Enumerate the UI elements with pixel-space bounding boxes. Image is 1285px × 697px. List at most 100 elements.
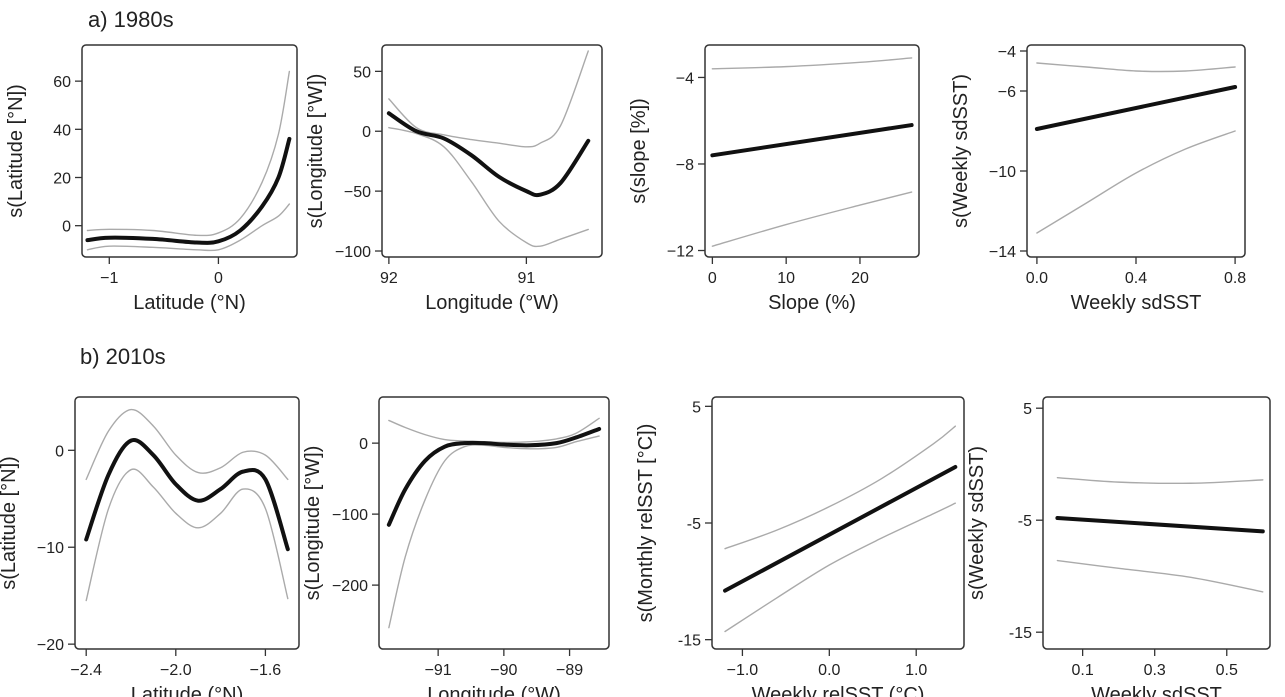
y-tick-label: 5 — [692, 399, 701, 416]
y-tick-label: 50 — [353, 64, 371, 81]
y-axis-label: s(Weekly sdSST) — [966, 446, 988, 600]
y-tick-label: −50 — [344, 184, 371, 201]
x-axis-label: Weekly sdSST — [1091, 684, 1222, 697]
x-tick-label: 0 — [214, 270, 223, 287]
panel-b2: −91 −90 −89 0 −100 −200 Longitude (°W) s(Longit… — [302, 396, 610, 697]
y-tick-label: −12 — [667, 244, 694, 261]
x-tick-label: 10 — [777, 270, 795, 287]
fit-line — [710, 123, 914, 158]
x-axis-label: Weekly relSST (°C) — [752, 684, 925, 697]
plot-frame — [711, 396, 965, 650]
x-tick-label: −1 — [100, 270, 118, 287]
y-tick-label: -15 — [678, 633, 701, 650]
ci-lower-line — [85, 468, 289, 602]
ci-upper-line — [1056, 476, 1264, 485]
x-tick-label: −91 — [425, 662, 452, 679]
y-tick-label: −4 — [676, 70, 694, 87]
y-tick-label: -5 — [687, 516, 701, 533]
x-tick-label: 20 — [851, 270, 869, 287]
panel-b4: 0.1 0.3 0.5 5 -5 -15 Weekly sdSST s(Weekly sdSS… — [966, 396, 1271, 697]
x-axis-label: Weekly sdSST — [1071, 292, 1202, 314]
y-tick-label: −100 — [335, 244, 371, 261]
x-tick-label: 0.0 — [818, 662, 840, 679]
ci-upper-line — [1036, 62, 1236, 73]
ci-upper-line — [85, 408, 289, 481]
y-tick-label: 0 — [359, 436, 368, 453]
panel-a4: 0.0 0.4 0.8 −4 −6 −10 −14 Weekly sdSST s(Weekly … — [950, 44, 1246, 314]
x-tick-label: 1.0 — [905, 662, 927, 679]
y-tick-label: −200 — [332, 578, 368, 595]
x-tick-label: 0.3 — [1144, 662, 1166, 679]
x-axis-label: Longitude (°W) — [427, 684, 561, 697]
x-axis-label: Latitude (°N) — [133, 292, 246, 314]
y-tick-label: −6 — [998, 84, 1016, 101]
x-tick-label: −1.6 — [250, 662, 282, 679]
x-tick-label: 0.0 — [1026, 270, 1048, 287]
x-tick-label: 92 — [380, 270, 398, 287]
plot-frame — [1026, 44, 1246, 258]
y-tick-label: −20 — [37, 637, 64, 654]
x-tick-label: 0.4 — [1125, 270, 1147, 287]
fit-line — [84, 438, 290, 552]
x-axis-label: Latitude (°N) — [131, 684, 244, 697]
x-tick-label: 91 — [517, 270, 535, 287]
panel-b1: −2.4 −2.0 −1.6 0 −10 −20 Latitude (°N) s(Latitu… — [0, 396, 300, 697]
panel-b3: −1.0 0.0 1.0 5 -5 -15 Weekly relSST (°C) s(Mont… — [635, 396, 965, 697]
y-axis-label: s(Longitude [°W]) — [302, 446, 324, 601]
y-tick-label: -5 — [1018, 513, 1032, 530]
x-tick-label: 0.1 — [1072, 662, 1094, 679]
y-tick-label: 20 — [53, 171, 71, 188]
plot-frame — [704, 44, 920, 258]
ci-upper-line — [86, 70, 291, 237]
fit-line — [1034, 85, 1238, 131]
y-axis-label: s(Latitude [°N]) — [5, 84, 27, 218]
x-tick-label: 0 — [708, 270, 717, 287]
y-tick-label: −8 — [676, 157, 694, 174]
y-tick-label: 40 — [53, 122, 71, 139]
y-axis-label: s(Latitude [°N]) — [0, 456, 20, 590]
row-label-a: a) 1980s — [88, 7, 174, 32]
y-axis-label: s(slope [%]) — [628, 98, 650, 204]
y-tick-label: −100 — [332, 507, 368, 524]
x-tick-label: −1.0 — [727, 662, 759, 679]
ci-lower-line — [388, 435, 600, 629]
x-tick-label: −2.4 — [70, 662, 102, 679]
ci-upper-line — [711, 57, 913, 70]
y-tick-label: -15 — [1009, 625, 1032, 642]
panel-a3: 0 10 20 −4 −8 −12 Slope (%) s(slope [%]) — [628, 44, 920, 314]
fit-line — [1055, 515, 1265, 534]
ci-lower-line — [388, 126, 589, 248]
ci-upper-line — [724, 425, 957, 550]
ci-lower-line — [1036, 130, 1236, 234]
fit-line — [723, 465, 958, 593]
y-tick-label: −10 — [989, 164, 1016, 181]
plot-frame — [381, 44, 603, 258]
ci-lower-line — [1056, 559, 1264, 593]
y-axis-label: s(Monthly relSST [°C]) — [635, 424, 657, 623]
ci-lower-line — [711, 191, 913, 247]
panel-a2: 92 91 50 0 −50 −100 Longitude (°W) s(Longitude … — [305, 44, 603, 314]
plot-frame — [81, 44, 298, 258]
ci-lower-line — [724, 502, 957, 633]
plot-frame — [378, 396, 610, 650]
x-tick-label: −90 — [490, 662, 517, 679]
y-axis-label: s(Weekly sdSST) — [950, 74, 972, 228]
y-tick-label: 0 — [55, 443, 64, 460]
fit-line — [386, 426, 602, 527]
ci-upper-line — [388, 50, 589, 148]
y-tick-label: −10 — [37, 540, 64, 557]
y-tick-label: 5 — [1023, 401, 1032, 418]
x-axis-label: Slope (%) — [768, 292, 856, 314]
x-tick-label: −2.0 — [160, 662, 192, 679]
x-tick-label: −89 — [556, 662, 583, 679]
row-label-b: b) 2010s — [80, 344, 166, 369]
plot-frame — [1042, 396, 1271, 650]
x-tick-label: 0.8 — [1224, 270, 1246, 287]
ci-lower-line — [86, 203, 291, 252]
x-tick-label: 0.5 — [1216, 662, 1238, 679]
y-tick-label: −4 — [998, 44, 1016, 61]
y-tick-label: −14 — [989, 244, 1016, 261]
plot-frame — [74, 396, 300, 650]
